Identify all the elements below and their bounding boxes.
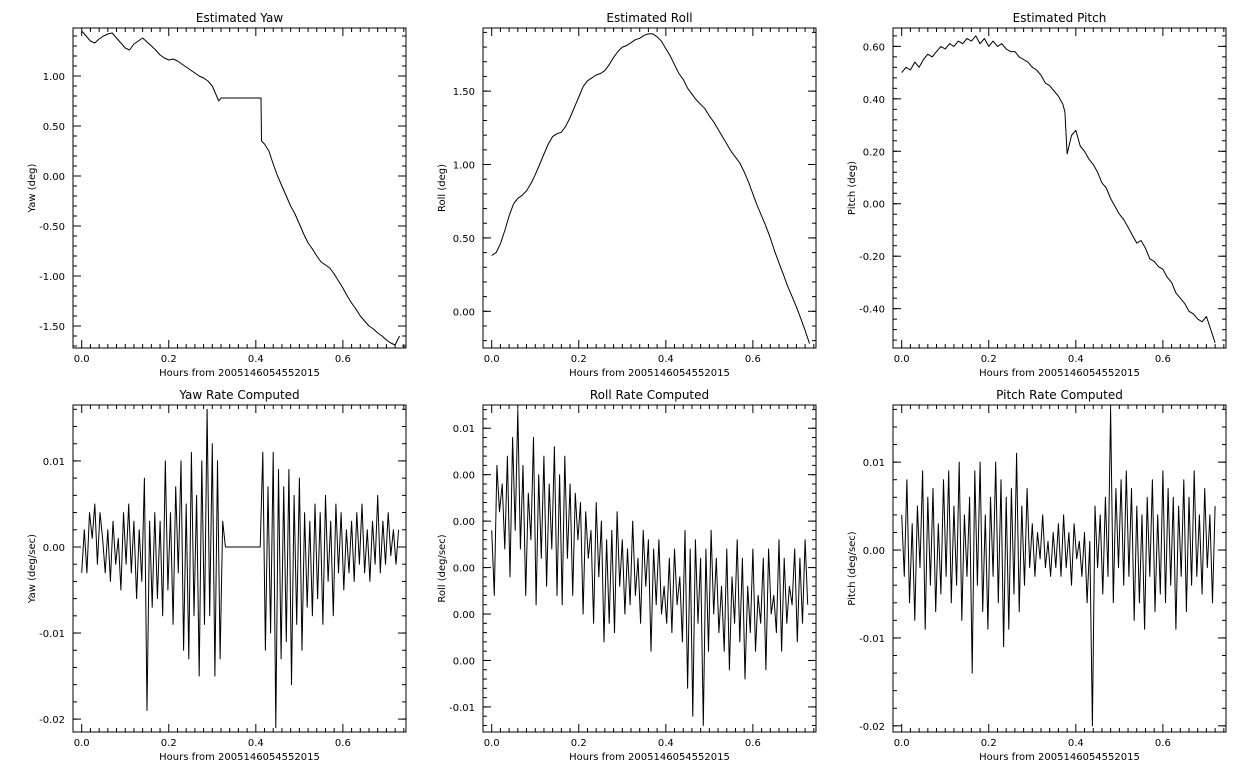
series-line <box>491 409 809 726</box>
x-axis-label: Hours from 2005146054552015 <box>159 368 320 379</box>
x-tick-label: 0.4 <box>248 738 264 749</box>
x-tick-label: 0.4 <box>1068 738 1084 749</box>
series-line <box>81 30 400 346</box>
y-axis-label: Roll (deg/sec) <box>437 534 448 602</box>
y-tick-label: 0.00 <box>863 546 885 557</box>
series-line <box>491 33 810 344</box>
y-tick-label: 0.00 <box>863 200 885 211</box>
x-tick-label: 0.0 <box>894 354 910 365</box>
y-axis-label: Yaw (deg) <box>27 163 38 213</box>
chart-title: Estimated Yaw <box>196 11 283 25</box>
x-tick-label: 0.2 <box>161 738 177 749</box>
y-tick-label: -0.20 <box>859 252 885 263</box>
x-tick-label: 0.6 <box>1155 738 1171 749</box>
x-axis-label: Hours from 2005146054552015 <box>569 752 730 763</box>
x-tick-label: 0.2 <box>161 354 177 365</box>
x-axis-label: Hours from 2005146054552015 <box>979 752 1140 763</box>
y-tick-label: 1.00 <box>43 72 65 83</box>
series-line <box>901 408 1216 727</box>
y-tick-label: -0.01 <box>859 634 885 645</box>
y-tick-label: 0.00 <box>453 517 475 528</box>
y-tick-label: 0.01 <box>453 424 475 435</box>
chart-title: Yaw Rate Computed <box>178 388 299 402</box>
x-tick-label: 0.2 <box>981 738 997 749</box>
yaw-chart: Estimated Yaw Hours from 2005146054552015… <box>27 11 407 379</box>
x-tick-label: 0.4 <box>658 738 674 749</box>
y-tick-label: -0.50 <box>39 222 65 233</box>
x-axis-label: Hours from 2005146054552015 <box>979 368 1140 379</box>
y-tick-label: 0.50 <box>453 234 475 245</box>
plot-frame <box>72 404 407 733</box>
x-tick-label: 0.0 <box>484 738 500 749</box>
chart-title: Estimated Pitch <box>1013 11 1107 25</box>
yaw-rate-chart: Yaw Rate Computed Hours from 200514605455… <box>27 388 407 763</box>
y-tick-label: -0.40 <box>859 305 885 316</box>
y-axis-label: Yaw (deg/sec) <box>27 534 38 604</box>
y-tick-label: -0.02 <box>39 715 65 726</box>
chart-title: Estimated Roll <box>606 11 692 25</box>
x-axis-label: Hours from 2005146054552015 <box>159 752 320 763</box>
plot-frame <box>482 27 817 349</box>
series-line <box>81 408 400 729</box>
y-tick-label: 1.50 <box>453 87 475 98</box>
y-tick-label: -0.01 <box>39 629 65 640</box>
y-tick-label: 0.00 <box>453 564 475 575</box>
y-tick-label: 0.00 <box>453 610 475 621</box>
y-tick-label: 0.01 <box>863 458 885 469</box>
plot-frame <box>72 27 407 349</box>
y-tick-label: -1.50 <box>39 322 65 333</box>
chart-title: Roll Rate Computed <box>590 388 709 402</box>
x-tick-label: 0.0 <box>894 738 910 749</box>
x-tick-label: 0.4 <box>248 354 264 365</box>
y-tick-label: -1.00 <box>39 272 65 283</box>
y-tick-label: 0.01 <box>43 457 65 468</box>
y-tick-label: 0.20 <box>863 147 885 158</box>
plot-frame <box>892 404 1227 733</box>
chart-title: Pitch Rate Computed <box>996 388 1123 402</box>
x-axis-label: Hours from 2005146054552015 <box>569 368 730 379</box>
x-tick-label: 0.6 <box>335 354 351 365</box>
y-axis-label: Pitch (deg) <box>847 161 858 215</box>
x-tick-label: 0.0 <box>74 354 90 365</box>
y-axis-label: Roll (deg) <box>437 164 448 212</box>
y-tick-label: 0.00 <box>453 471 475 482</box>
x-tick-label: 0.2 <box>981 354 997 365</box>
pitch-rate-chart: Pitch Rate Computed Hours from 2005146054… <box>847 388 1227 763</box>
series-line <box>901 35 1216 343</box>
x-tick-label: 0.2 <box>571 738 587 749</box>
y-tick-label: 0.00 <box>43 543 65 554</box>
y-tick-label: 0.00 <box>43 172 65 183</box>
x-tick-label: 0.6 <box>1155 354 1171 365</box>
y-axis-label: Pitch (deg/sec) <box>847 531 858 606</box>
x-tick-label: 0.6 <box>745 738 761 749</box>
pitch-chart: Estimated Pitch Hours from 20051460545520… <box>847 11 1227 379</box>
x-tick-label: 0.2 <box>571 354 587 365</box>
y-tick-label: 0.60 <box>863 42 885 53</box>
y-tick-label: -0.02 <box>859 722 885 733</box>
x-tick-label: 0.6 <box>745 354 761 365</box>
y-tick-label: 0.00 <box>453 307 475 318</box>
y-tick-label: 0.50 <box>43 122 65 133</box>
roll-rate-chart: Roll Rate Computed Hours from 20051460545… <box>437 388 817 763</box>
x-tick-label: 0.0 <box>74 738 90 749</box>
x-tick-label: 0.0 <box>484 354 500 365</box>
x-tick-label: 0.4 <box>658 354 674 365</box>
roll-chart: Estimated Roll Hours from 200514605455201… <box>437 11 817 379</box>
y-tick-label: 0.00 <box>453 656 475 667</box>
y-tick-label: 0.40 <box>863 95 885 106</box>
y-tick-label: -0.01 <box>449 703 475 714</box>
plot-frame <box>482 404 817 733</box>
plot-frame <box>892 27 1227 349</box>
x-tick-label: 0.6 <box>335 738 351 749</box>
x-tick-label: 0.4 <box>1068 354 1084 365</box>
y-tick-label: 1.00 <box>453 161 475 172</box>
